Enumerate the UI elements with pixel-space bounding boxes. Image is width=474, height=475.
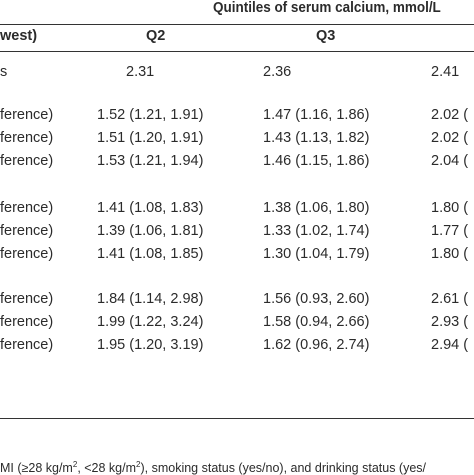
table-cell-label: ference) xyxy=(0,291,54,307)
median-q2: 2.31 xyxy=(126,64,155,80)
table-cell-q2: 1.41 (1.08, 1.83) xyxy=(97,200,204,216)
table-cell-q3: 1.58 (0.94, 2.66) xyxy=(263,314,370,330)
table-cell-q3: 1.47 (1.16, 1.86) xyxy=(263,107,370,123)
table-cell-label: ference) xyxy=(0,314,54,330)
table-cell-q4: 2.93 ( xyxy=(431,314,469,330)
table-cell-q4: 1.80 ( xyxy=(431,200,469,216)
table-cell-q3: 1.46 (1.15, 1.86) xyxy=(263,153,370,169)
table-cell-label: ference) xyxy=(0,223,54,239)
column-header-q2: Q2 xyxy=(146,28,166,44)
footnote: MI (≥28 kg/m2, <28 kg/m2), smoking statu… xyxy=(0,460,427,475)
table-cell-q4: 1.80 ( xyxy=(431,246,469,262)
table-cell-q3: 1.62 (0.96, 2.74) xyxy=(263,337,370,353)
column-header-lowest: west) xyxy=(0,28,38,44)
table-cell-label: ference) xyxy=(0,337,54,353)
header-bottom-rule xyxy=(0,51,474,52)
table-cell-q2: 1.84 (1.14, 2.98) xyxy=(97,291,204,307)
table-cell-q3: 1.43 (1.13, 1.82) xyxy=(263,130,370,146)
column-header-q3: Q3 xyxy=(316,28,336,44)
table-cell-q4: 1.77 ( xyxy=(431,223,469,239)
table-cell-q3: 1.38 (1.06, 1.80) xyxy=(263,200,370,216)
table-cell-q2: 1.99 (1.22, 3.24) xyxy=(97,314,204,330)
table-cell-q4: 2.61 ( xyxy=(431,291,469,307)
table-cell-q4: 2.02 ( xyxy=(431,130,469,146)
table-cell-q2: 1.53 (1.21, 1.94) xyxy=(97,153,204,169)
table-title: Quintiles of serum calcium, mmol/L xyxy=(213,0,441,16)
table-bottom-rule xyxy=(0,418,474,419)
table-cell-q4: 2.04 ( xyxy=(431,153,469,169)
table-cell-label: ference) xyxy=(0,107,54,123)
table-cell-label: ference) xyxy=(0,246,54,262)
table-cell-q2: 1.95 (1.20, 3.19) xyxy=(97,337,204,353)
median-label: s xyxy=(0,64,8,80)
table-cell-q4: 2.94 ( xyxy=(431,337,469,353)
table-cell-label: ference) xyxy=(0,130,54,146)
median-q3: 2.36 xyxy=(263,64,292,80)
table-cell-q3: 1.33 (1.02, 1.74) xyxy=(263,223,370,239)
table-cell-q4: 2.02 ( xyxy=(431,107,469,123)
table-cell-q3: 1.56 (0.93, 2.60) xyxy=(263,291,370,307)
table-cell-q2: 1.52 (1.21, 1.91) xyxy=(97,107,204,123)
table-cell-q2: 1.51 (1.20, 1.91) xyxy=(97,130,204,146)
table-cell-q2: 1.41 (1.08, 1.85) xyxy=(97,246,204,262)
table-cell-label: ference) xyxy=(0,153,54,169)
table-cell-q3: 1.30 (1.04, 1.79) xyxy=(263,246,370,262)
table-cell-label: ference) xyxy=(0,200,54,216)
header-top-rule xyxy=(0,24,474,25)
median-q4: 2.41 xyxy=(431,64,460,80)
table-cell-q2: 1.39 (1.06, 1.81) xyxy=(97,223,204,239)
